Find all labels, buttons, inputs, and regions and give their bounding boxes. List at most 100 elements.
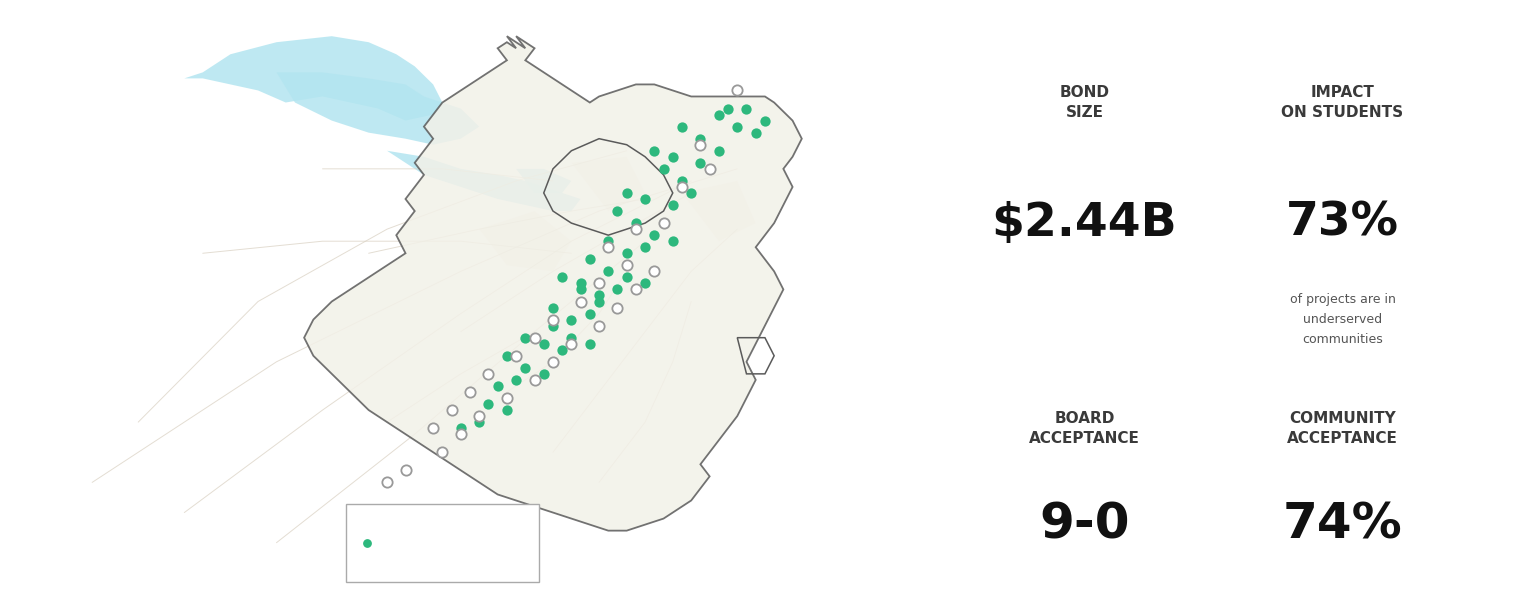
Point bbox=[707, 110, 731, 119]
Point bbox=[605, 303, 630, 312]
Point bbox=[495, 351, 519, 361]
Text: of projects are in
underserved
communities: of projects are in underserved communiti… bbox=[1290, 293, 1395, 346]
Point bbox=[559, 333, 584, 343]
Point bbox=[596, 267, 621, 276]
Point bbox=[531, 339, 556, 349]
Text: 74%: 74% bbox=[1283, 500, 1402, 549]
Text: COMMUNITY
ACCEPTANCE: COMMUNITY ACCEPTANCE bbox=[1287, 411, 1398, 446]
Point bbox=[670, 122, 694, 131]
Point bbox=[355, 538, 379, 548]
Point bbox=[679, 188, 703, 198]
Point bbox=[605, 285, 630, 294]
Polygon shape bbox=[184, 36, 442, 121]
Point bbox=[716, 104, 740, 113]
Point bbox=[504, 375, 528, 385]
Point bbox=[688, 140, 713, 150]
Point bbox=[421, 423, 445, 433]
Polygon shape bbox=[682, 181, 756, 241]
Point bbox=[439, 405, 464, 415]
Point bbox=[578, 309, 602, 318]
Point bbox=[605, 206, 630, 216]
FancyBboxPatch shape bbox=[346, 504, 539, 582]
Point bbox=[550, 345, 574, 355]
Point bbox=[743, 128, 768, 137]
Point bbox=[504, 351, 528, 361]
Point bbox=[614, 260, 639, 270]
Point bbox=[697, 164, 722, 174]
Point bbox=[596, 242, 621, 252]
Point bbox=[568, 279, 593, 288]
Point bbox=[531, 369, 556, 379]
Point bbox=[605, 303, 630, 312]
Point bbox=[393, 466, 418, 475]
Point bbox=[633, 279, 657, 288]
Point bbox=[651, 164, 676, 174]
Point bbox=[541, 357, 565, 367]
Point bbox=[476, 399, 501, 409]
Point bbox=[725, 86, 750, 95]
Point bbox=[614, 248, 639, 258]
Text: 9-0: 9-0 bbox=[1040, 500, 1129, 549]
Text: BOARD
ACCEPTANCE: BOARD ACCEPTANCE bbox=[1029, 411, 1140, 446]
Polygon shape bbox=[571, 157, 645, 211]
Point bbox=[485, 381, 510, 391]
Point bbox=[725, 122, 750, 131]
Point bbox=[688, 134, 713, 144]
Point bbox=[587, 297, 611, 306]
Point bbox=[541, 303, 565, 312]
Point bbox=[633, 242, 657, 252]
Point bbox=[642, 267, 667, 276]
Point bbox=[568, 297, 593, 306]
Point bbox=[541, 315, 565, 324]
Point bbox=[633, 194, 657, 204]
Point bbox=[660, 200, 685, 210]
Point bbox=[559, 315, 584, 324]
Point bbox=[495, 405, 519, 415]
Point bbox=[587, 291, 611, 300]
Point bbox=[578, 339, 602, 349]
Point bbox=[624, 224, 648, 234]
Point bbox=[614, 188, 639, 198]
Point bbox=[660, 236, 685, 246]
Polygon shape bbox=[479, 211, 571, 271]
Point bbox=[753, 116, 777, 125]
Point bbox=[568, 285, 593, 294]
Point bbox=[513, 333, 538, 343]
Point bbox=[624, 285, 648, 294]
Point bbox=[578, 254, 602, 264]
Point bbox=[670, 176, 694, 186]
Point bbox=[430, 447, 455, 457]
Point bbox=[642, 230, 667, 240]
Point bbox=[642, 146, 667, 156]
Point bbox=[495, 393, 519, 403]
Point bbox=[688, 158, 713, 168]
Point bbox=[651, 218, 676, 228]
Point bbox=[541, 321, 565, 330]
Point bbox=[513, 363, 538, 373]
Point bbox=[587, 279, 611, 288]
Point bbox=[660, 152, 685, 162]
Polygon shape bbox=[304, 36, 802, 531]
Point bbox=[375, 478, 399, 487]
Polygon shape bbox=[387, 151, 581, 211]
Text: $2.44B: $2.44B bbox=[992, 201, 1177, 245]
Point bbox=[476, 369, 501, 379]
Text: BOND
SIZE: BOND SIZE bbox=[1060, 85, 1109, 120]
Point bbox=[467, 417, 492, 427]
Point bbox=[624, 218, 648, 228]
Point bbox=[707, 146, 731, 156]
Point bbox=[614, 273, 639, 282]
Point bbox=[734, 104, 759, 113]
Point bbox=[467, 411, 492, 421]
Point bbox=[670, 182, 694, 192]
Polygon shape bbox=[516, 169, 571, 193]
Point bbox=[522, 333, 547, 343]
Point bbox=[522, 375, 547, 385]
Point bbox=[587, 321, 611, 330]
Point bbox=[596, 236, 621, 246]
Point bbox=[449, 429, 473, 439]
Point bbox=[449, 423, 473, 433]
Point bbox=[550, 273, 574, 282]
Point bbox=[458, 387, 482, 397]
Text: IMPACT
ON STUDENTS: IMPACT ON STUDENTS bbox=[1281, 85, 1404, 120]
